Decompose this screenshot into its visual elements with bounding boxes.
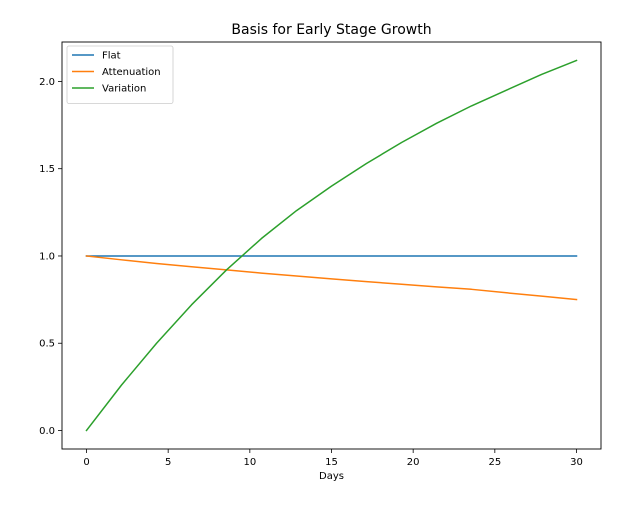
- series-line-variation: [85, 59, 578, 432]
- x-axis-title: Days: [319, 471, 344, 482]
- y-tick-label: 2.0: [39, 77, 55, 88]
- legend-box: [66, 45, 174, 104]
- plot-area: [85, 59, 578, 432]
- x-tick-label: 15: [325, 457, 338, 468]
- legend: Flat Attenuation Variation: [66, 45, 174, 104]
- legend-label-flat: Flat: [102, 51, 121, 62]
- y-tick-label: 0.0: [39, 426, 55, 437]
- legend-label-attenuation: Attenuation: [102, 67, 161, 78]
- legend-label-variation: Variation: [102, 84, 146, 95]
- x-tick-label: 25: [488, 457, 501, 468]
- x-tick-label: 5: [165, 457, 171, 468]
- x-axis: 0 5 10 15 20 25 30: [83, 449, 583, 468]
- y-tick-label: 1.5: [39, 164, 55, 175]
- axes-frame: [61, 41, 602, 450]
- series-line-attenuation: [85, 255, 578, 301]
- x-tick-label: 10: [243, 457, 256, 468]
- y-tick-label: 0.5: [39, 339, 55, 350]
- chart-title: Basis for Early Stage Growth: [231, 22, 431, 38]
- y-axis: 0.0 0.5 1.0 1.5 2.0: [39, 77, 62, 437]
- x-tick-label: 0: [83, 457, 89, 468]
- y-tick-label: 1.0: [39, 251, 55, 262]
- x-tick-label: 20: [407, 457, 420, 468]
- x-tick-label: 30: [570, 457, 583, 468]
